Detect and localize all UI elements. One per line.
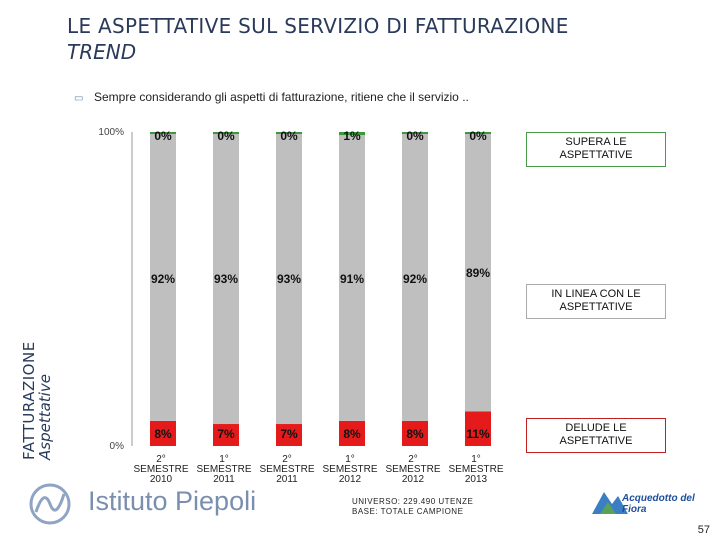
data-label-in-linea: 91% [340,272,364,286]
partner-logo: Acquedotto del Fiora [590,484,712,518]
mountain-icon [592,492,628,514]
bar-segment [339,420,365,446]
footer-base: BASE: TOTALE CAMPIONE [352,507,464,516]
data-label-delude: 8% [154,427,172,441]
data-label-delude: 11% [466,427,490,441]
bar-segment [402,132,428,421]
legend-in-linea: IN LINEA CON LE ASPETTATIVE [526,284,666,319]
x-tick-label: 2° [408,454,418,465]
bar-segment [213,132,239,425]
piepoli-logo-icon [29,483,71,525]
x-tick-label: 1° [345,454,355,465]
x-tick-label: SEMESTRE [196,464,251,475]
legend-supera: SUPERA LE ASPETTATIVE [526,132,666,167]
x-tick-label: SEMESTRE [448,464,503,475]
bar-segment [402,420,428,446]
page-number: 57 [697,524,710,536]
data-label-delude: 7% [280,427,298,441]
x-tick-label: 1° [471,454,481,465]
data-label-supera: 0% [469,129,487,143]
piepoli-logo: Istituto Piepoli [24,478,264,528]
data-label-in-linea: 92% [151,272,175,286]
x-tick-label: SEMESTRE [259,464,314,475]
x-tick-label: 2011 [276,474,298,485]
x-tick-label: 2012 [339,474,362,485]
data-label-delude: 8% [343,427,361,441]
bar-segment [465,411,491,446]
bar-top-cap [150,132,176,134]
footer-universe: UNIVERSO: 229.490 UTENZE [352,497,474,506]
bar-segment [276,132,302,425]
bar-segment [465,132,491,412]
data-label-in-linea: 93% [214,272,238,286]
y-tick-label: 100% [98,127,124,138]
data-label-in-linea: 89% [466,266,490,280]
page-title: LE ASPETTATIVE SUL SERVIZIO DI FATTURAZI… [67,14,569,38]
data-label-delude: 8% [406,427,424,441]
x-tick-label: 1° [219,454,229,465]
x-tick-label: SEMESTRE [385,464,440,475]
x-tick-label: 2013 [465,474,488,485]
data-label-delude: 7% [217,427,235,441]
bullet-icon: ▭ [74,93,84,104]
footer-note: UNIVERSO: 229.490 UTENZE BASE: TOTALE CA… [352,497,473,517]
x-tick-label: 2° [156,454,166,465]
data-label-supera: 0% [154,129,172,143]
bar-segment [150,420,176,446]
data-label-supera: 1% [343,129,361,143]
x-tick-label: 2012 [402,474,425,485]
data-label-in-linea: 93% [277,272,301,286]
bar-top-cap [465,132,491,134]
bar-top-cap [339,132,365,134]
piepoli-logo-text: Istituto Piepoli [88,486,257,516]
page-subtitle: TREND [67,40,137,64]
question-label: Sempre considerando gli aspetti di fattu… [94,90,469,104]
partner-logo-text: Acquedotto del Fiora [622,493,695,515]
data-label-supera: 0% [406,129,424,143]
x-tick-label: SEMESTRE [322,464,377,475]
bar-top-cap [402,132,428,134]
x-tick-label: 2011 [213,474,235,485]
x-tick-label: SEMESTRE [133,464,188,475]
bar-segment [150,132,176,421]
data-label-supera: 0% [217,129,235,143]
bar-segment [213,424,239,446]
data-label-supera: 0% [280,129,298,143]
question-text: ▭ Sempre considerando gli aspetti di fatt… [74,90,469,104]
y-tick-label: 0% [110,441,125,452]
x-tick-label: 2° [282,454,292,465]
legend-delude: DELUDE LE ASPETTATIVE [526,418,666,453]
bar-segment [276,424,302,446]
bar-segment [339,135,365,421]
data-label-in-linea: 92% [403,272,427,286]
x-tick-label: 2010 [150,474,173,485]
bar-top-cap [276,132,302,134]
bar-top-cap [213,132,239,134]
